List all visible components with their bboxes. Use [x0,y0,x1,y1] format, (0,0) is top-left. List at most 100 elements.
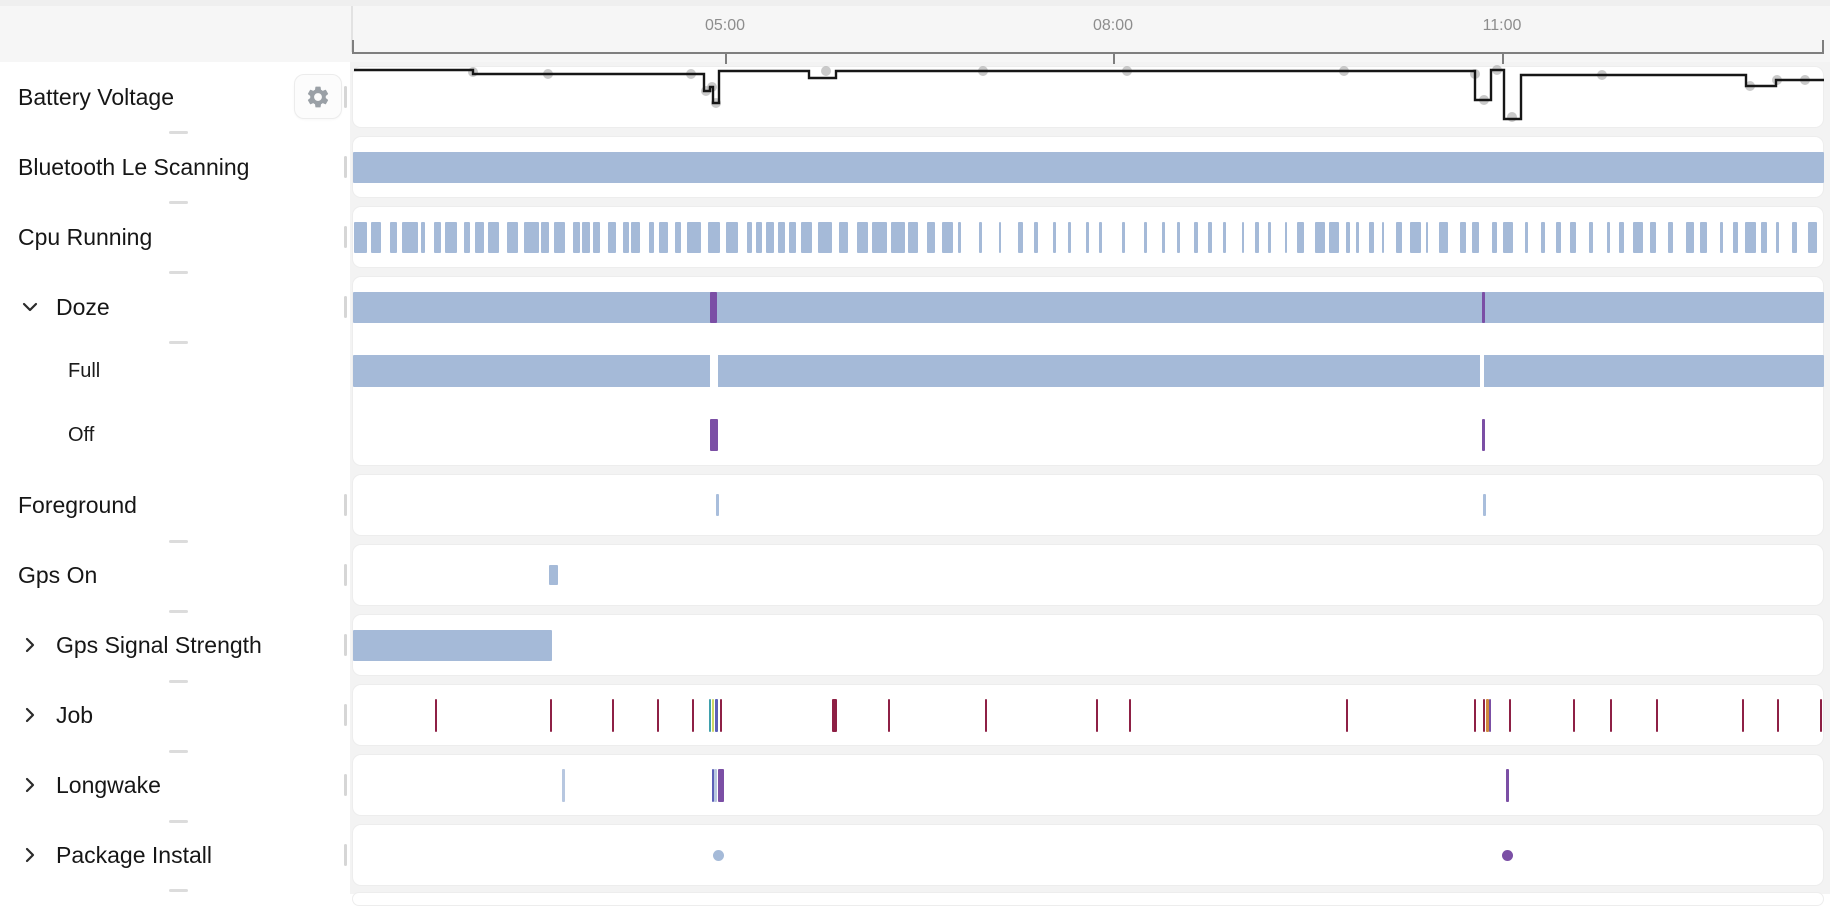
timeline-row-panel-partial[interactable] [352,892,1824,906]
cpu-running-segment [838,221,849,253]
row-drag-handle[interactable] [344,634,347,656]
timeline-row-panel-battery-voltage[interactable] [352,66,1824,128]
sidebar-background [0,62,350,894]
row-resize-handle[interactable] [169,680,188,683]
timeline-row-panel-gps-signal-strength[interactable] [352,614,1824,676]
cpu-running-segment [1792,221,1798,253]
cpu-running-segment [1396,221,1403,253]
off-state-segment [710,419,718,451]
row-drag-handle[interactable] [344,156,347,178]
cpu-running-segment [487,221,499,253]
cpu-running-segment [1619,221,1625,253]
row-resize-handle[interactable] [169,610,188,613]
event-tick [888,698,891,732]
event-tick [1486,698,1489,732]
cpu-running-segment [1222,221,1226,253]
cpu-running-segment [648,221,655,253]
row-drag-handle[interactable] [344,774,347,796]
chevron-right-icon[interactable] [20,775,40,795]
cpu-running-segment [978,221,983,253]
cpu-running-segment [1459,221,1466,253]
cpu-running-segment [1633,221,1643,253]
row-label-doze-off: Off [68,424,95,446]
row-drag-handle[interactable] [344,564,347,586]
cpu-running-segment [1284,221,1288,253]
row-resize-handle[interactable] [169,131,188,134]
row-drag-handle[interactable] [344,494,347,516]
time-axis-tick [725,54,727,64]
row-drag-handle[interactable] [344,86,347,108]
event-tick [1483,698,1486,732]
event-tick [562,768,565,802]
cpu-running-segment [1068,221,1072,253]
cpu-running-segment [1438,221,1449,253]
doze-off-marker [1482,291,1485,323]
timeline-row-panel-foreground[interactable] [352,474,1824,536]
cpu-running-segment [1085,221,1090,253]
row-settings-button[interactable] [294,74,342,119]
event-tick [714,768,717,802]
cpu-running-segment [817,221,833,253]
time-axis-end-tick-left [352,40,354,52]
chevron-down-icon[interactable] [20,297,40,317]
voltage-data-point [1507,112,1517,122]
off-state-segment [1482,419,1485,451]
cpu-running-segment [1208,221,1213,253]
cpu-running-segment [622,221,629,253]
cpu-running-segment [554,221,566,253]
row-resize-handle[interactable] [169,540,188,543]
bar-gap [1480,354,1484,388]
cpu-running-segment [1589,221,1594,253]
event-tick [1573,698,1576,732]
row-label-battery-voltage: Battery Voltage [18,83,174,110]
row-resize-handle[interactable] [169,889,188,892]
row-resize-handle[interactable] [169,201,188,204]
cpu-running-segment [1381,221,1384,253]
cpu-running-segment [593,221,600,253]
cpu-running-segment [541,221,550,253]
cpu-running-segment [707,221,720,253]
row-resize-handle[interactable] [169,750,188,753]
chevron-right-icon[interactable] [20,845,40,865]
doze-off-marker [710,291,717,323]
row-label-gps-signal-strength: Gps Signal Strength [56,631,262,658]
row-drag-handle[interactable] [344,296,347,318]
cpu-running-segment [1409,221,1421,253]
row-drag-handle[interactable] [344,704,347,726]
timeline-row-panel-package-install[interactable] [352,824,1824,886]
row-label-cpu-running: Cpu Running [18,223,153,250]
gps-on-bar [549,565,558,585]
timeline-row-panel-gps-on[interactable] [352,544,1824,606]
chevron-right-icon[interactable] [20,705,40,725]
cpu-running-segment [856,221,869,253]
row-drag-handle[interactable] [344,844,347,866]
cpu-running-segment [1053,221,1057,253]
event-tick [715,698,718,732]
row-resize-handle[interactable] [169,341,188,344]
cpu-running-segment [674,221,681,253]
timeline-row-panel-job[interactable] [352,684,1824,746]
cpu-running-segment [1368,221,1374,253]
event-tick [1509,698,1512,732]
cpu-running-segment [402,221,419,253]
row-drag-handle[interactable] [344,226,347,248]
event-tick [1129,698,1132,732]
cpu-running-segment [607,221,616,253]
cpu-running-segment [871,221,888,253]
event-tick [1656,698,1659,732]
gear-icon [307,86,329,107]
row-resize-handle[interactable] [169,271,188,274]
row-label-gps-on: Gps On [18,561,98,588]
row-label-longwake: Longwake [56,771,161,798]
cpu-running-segment [1776,221,1780,253]
row-resize-handle[interactable] [169,820,188,823]
timeline-row-panel-longwake[interactable] [352,754,1824,816]
cpu-running-segment [1606,221,1611,253]
cpu-running-segment [1556,221,1561,253]
cpu-running-segment [1121,221,1126,253]
cpu-running-segment [523,221,540,253]
cpu-running-segment [1745,221,1756,253]
cpu-running-segment [631,221,640,253]
chevron-right-icon[interactable] [20,635,40,655]
